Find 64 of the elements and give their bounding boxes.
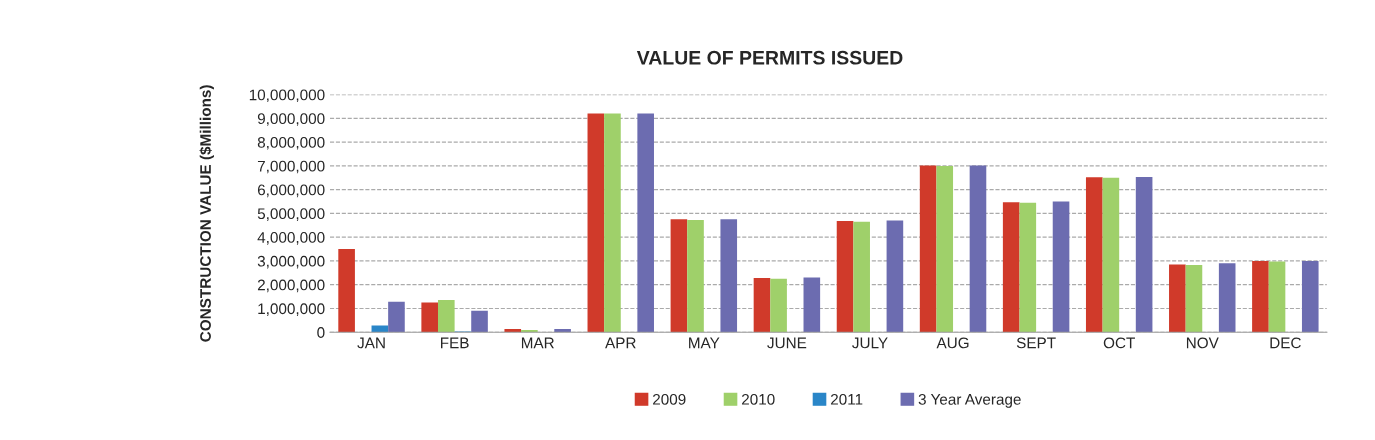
bar [1102, 177, 1120, 333]
bar [554, 329, 571, 333]
bar [853, 221, 870, 333]
bar [1252, 260, 1269, 333]
y-tick-label: 4,000,000 [257, 232, 325, 245]
bar [969, 165, 987, 333]
bar [919, 165, 937, 333]
bar [1002, 202, 1020, 333]
y-tick-label: 9,000,000 [257, 113, 325, 126]
bar [1085, 177, 1103, 333]
bar [637, 113, 654, 333]
x-tick-label: FEB [441, 337, 469, 349]
legend-label: 2009 [653, 393, 686, 405]
bar [604, 113, 621, 333]
legend-label: 2011 [830, 393, 863, 405]
bar [1135, 177, 1153, 333]
bar [720, 219, 738, 333]
bar [421, 302, 438, 333]
bar [1019, 202, 1037, 333]
x-tick-label: JAN [357, 337, 385, 349]
x-tick-label: NOV [1186, 337, 1219, 349]
y-tick-label: 2,000,000 [257, 279, 325, 293]
bar [521, 330, 538, 333]
bar [504, 329, 522, 333]
y-tick-label: 1,000,000 [258, 303, 325, 316]
bar [936, 165, 954, 333]
bar [687, 220, 704, 333]
x-tick-label: DEC [1270, 337, 1301, 349]
y-tick-label: 8,000,000 [257, 136, 325, 150]
y-tick-label: 0 [317, 327, 325, 338]
x-tick-label: SEPT [1016, 337, 1056, 349]
x-tick-label: OCT [1103, 337, 1135, 349]
bar [338, 249, 355, 333]
y-tick-label: 3,000,000 [257, 255, 325, 269]
bar [670, 219, 688, 333]
y-tick-label: 6,000,000 [257, 184, 325, 198]
x-tick-label: MAR [521, 337, 554, 349]
y-tick-label: 7,000,000 [257, 160, 325, 174]
bar [388, 301, 405, 333]
bar [1185, 264, 1203, 333]
chart-title: VALUE OF PERMITS ISSUED [636, 50, 903, 65]
bar [587, 113, 605, 333]
bar [836, 221, 854, 333]
y-axis-title: CONSTRUCTION VALUE ($Millions) [199, 85, 214, 342]
y-tick-label: 5,000,000 [257, 208, 325, 221]
bar [803, 277, 821, 333]
bar [770, 278, 787, 333]
x-tick-label: APR [605, 337, 636, 349]
legend-label: 3 Year Average [918, 393, 1021, 408]
bar [471, 310, 488, 333]
x-tick-label: MAY [689, 337, 720, 349]
bar [1301, 260, 1319, 333]
bar [1268, 261, 1286, 333]
bar [1052, 201, 1070, 333]
bar [753, 278, 771, 333]
y-tick-label: 10,000,000 [249, 89, 325, 103]
x-tick-label: JULY [852, 337, 888, 349]
bar [437, 300, 455, 333]
x-tick-label: JUNE [767, 337, 807, 349]
bar [1218, 263, 1236, 333]
legend-label: 2010 [741, 393, 775, 405]
bar [886, 220, 904, 333]
x-tick-label: AUG [936, 337, 969, 349]
bar [1169, 264, 1186, 333]
